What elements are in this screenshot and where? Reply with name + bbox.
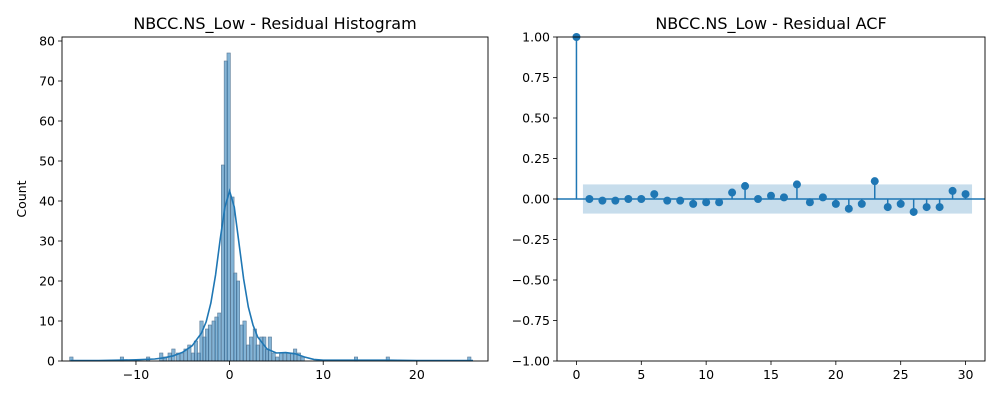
histogram-y-ticks: 0 10 20 30 40 50 60 70 80 [39,34,62,369]
histogram-bar [217,312,222,362]
y-tick-label: −0.25 [512,232,550,247]
y-tick-label: 60 [39,114,55,129]
y-tick-label: 30 [39,234,55,249]
acf-point [676,196,685,205]
histogram-bar [255,344,260,362]
histogram-bar [159,352,164,362]
acf-panel: NBCC.NS_Low - Residual ACF 0 5 10 15 20 25 30 … [512,14,986,382]
y-tick-label: 10 [39,314,55,329]
histogram-title: NBCC.NS_Low - Residual Histogram [133,14,416,34]
acf-point [663,196,672,205]
acf-point [792,180,801,189]
x-tick-label: 20 [828,367,844,382]
acf-point [831,199,840,208]
acf-point [870,177,879,186]
x-tick-label: 5 [637,367,645,382]
acf-point [715,198,724,207]
histogram-x-ticks: −10 0 10 20 [123,361,425,382]
histogram-bar [226,52,231,362]
acf-point [585,195,594,203]
histogram-bars [69,52,472,362]
acf-point [637,195,646,203]
acf-point [611,196,620,205]
y-tick-label: −0.75 [512,313,550,328]
acf-point [689,199,698,208]
histogram-bar [179,352,184,362]
y-tick-label: 20 [39,274,55,289]
acf-point [948,186,957,195]
x-tick-label: 25 [893,367,909,382]
x-tick-label: 0 [572,367,580,382]
histogram-bar [207,324,212,362]
histogram-bar [249,336,254,362]
x-tick-label: 10 [698,367,714,382]
x-tick-label: 0 [226,367,234,382]
acf-x-ticks: 0 5 10 15 20 25 30 [572,361,974,382]
x-tick-label: −10 [123,367,149,382]
x-tick-label: 30 [958,367,974,382]
acf-title: NBCC.NS_Low - Residual ACF [655,14,886,34]
acf-point [818,193,827,202]
kde-line [70,188,474,362]
acf-point [844,204,853,213]
y-tick-label: 40 [39,194,55,209]
y-tick-label: 70 [39,74,55,89]
y-tick-label: −1.00 [512,354,550,369]
y-tick-label: 0.00 [522,192,550,207]
histogram-axes-frame [61,36,489,362]
acf-point [702,198,711,207]
y-tick-label: −0.50 [512,273,550,288]
acf-point [624,195,633,203]
histogram-bar [286,352,291,362]
y-tick-label: 0.50 [522,111,550,126]
histogram-bar [275,356,280,362]
y-tick-label: 1.00 [522,30,550,45]
acf-point [857,199,866,208]
acf-stems [572,33,970,216]
y-tick-label: 0 [47,354,55,369]
histogram-bar [282,352,287,362]
acf-y-ticks: −1.00 −0.75 −0.50 −0.25 0.00 0.25 0.50 0.75 1.00 [512,30,557,369]
x-tick-label: 15 [763,367,779,382]
acf-point [805,198,814,207]
histogram-panel: NBCC.NS_Low - Residual Histogram −10 0 10 2… [14,14,489,382]
histogram-bar [279,352,284,362]
acf-point [922,203,931,212]
histogram-bar [236,280,241,362]
y-tick-label: 50 [39,154,55,169]
acf-point [909,207,918,216]
y-tick-label: 0.25 [522,151,550,166]
acf-point [961,190,970,199]
acf-point [896,199,905,208]
acf-point [883,203,892,212]
acf-point [741,182,750,191]
histogram-bar [271,352,276,362]
x-tick-label: 10 [315,367,331,382]
y-tick-label: 0.75 [522,70,550,85]
acf-point [598,196,607,205]
acf-point [728,188,737,197]
x-tick-label: 20 [409,367,425,382]
histogram-y-label: Count [14,180,29,217]
acf-point [935,203,944,212]
acf-point [650,190,659,199]
acf-point [779,193,788,202]
y-tick-label: 80 [39,34,55,49]
acf-point [767,191,775,200]
histogram-bar [242,320,247,362]
acf-point [754,195,763,203]
